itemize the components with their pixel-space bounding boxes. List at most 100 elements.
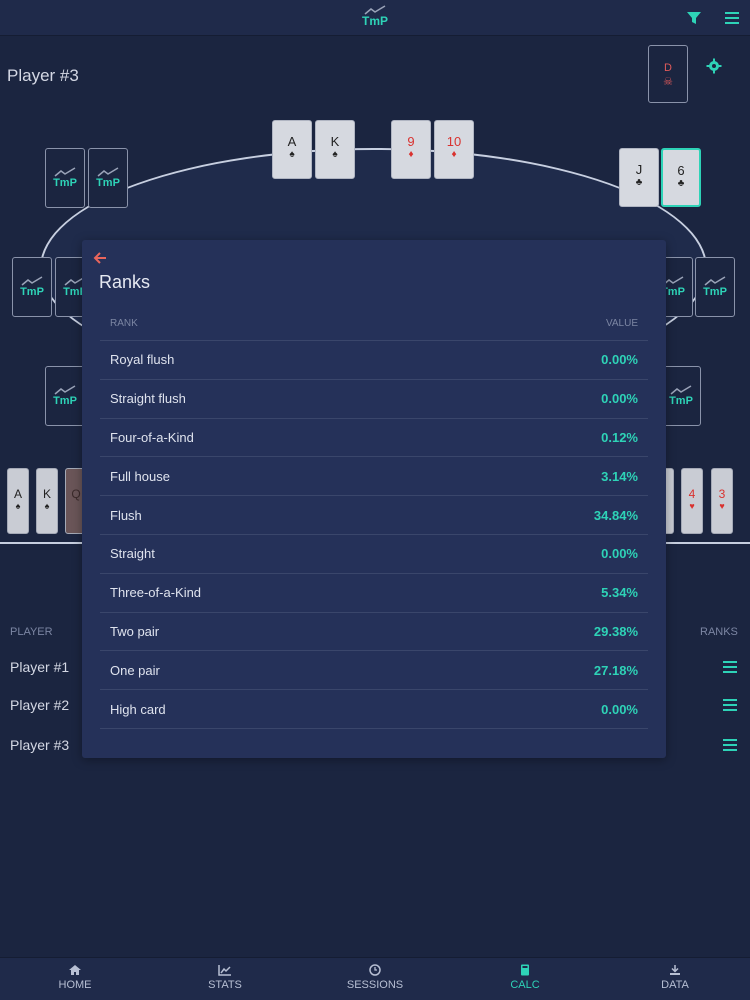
- chart-line-icon: [97, 167, 119, 177]
- card-rank: 6: [677, 163, 685, 178]
- list-icon[interactable]: [722, 698, 738, 712]
- chart-line-icon: [670, 385, 692, 395]
- card-suit: ♦: [451, 149, 457, 160]
- card-suit: ♣: [677, 178, 685, 189]
- chart-line-icon: [54, 385, 76, 395]
- app-logo[interactable]: TmP: [358, 5, 392, 31]
- nav-label: SESSIONS: [346, 979, 404, 991]
- card-rank: K: [330, 134, 340, 149]
- modal-title: Ranks: [99, 272, 151, 292]
- deck-card[interactable]: 4 ♥: [681, 468, 703, 534]
- table-row: Three-of-a-Kind 5.34%: [100, 574, 648, 613]
- nav-stats[interactable]: STATS: [150, 958, 300, 1000]
- deck-card[interactable]: 3 ♥: [711, 468, 733, 534]
- board-card-3[interactable]: 9 ♦: [391, 120, 431, 179]
- card-suit: ♣: [635, 177, 643, 188]
- rank-value: 3.14%: [601, 468, 638, 484]
- menu-icon[interactable]: [724, 10, 740, 26]
- rank-value: 0.00%: [601, 546, 638, 562]
- card-rank: A: [287, 134, 297, 149]
- table-row: Two pair 29.38%: [100, 613, 648, 652]
- card-suit: ♥: [689, 501, 695, 511]
- nav-label: HOME: [58, 979, 92, 991]
- nav-calc[interactable]: CALC: [450, 958, 600, 1000]
- nav-label: STATS: [208, 979, 242, 991]
- rank-column-header: RANK: [110, 318, 138, 329]
- rank-name: High card: [110, 701, 166, 717]
- hero-card-2[interactable]: 6 ♣: [661, 148, 701, 207]
- hero-card-1[interactable]: J ♣: [619, 148, 659, 207]
- rank-value: 34.84%: [593, 507, 638, 523]
- board-card-2[interactable]: K ♠: [315, 120, 355, 179]
- calculator-icon: [521, 964, 529, 976]
- dealer-label: D: [664, 62, 672, 74]
- rank-name: Three-of-a-Kind: [110, 585, 202, 601]
- card-suit: ♠: [44, 501, 50, 511]
- player-column-header: PLAYER: [10, 626, 53, 638]
- card-rank: 4: [688, 487, 696, 501]
- card-rank: 9: [407, 134, 415, 149]
- seat-label: TmP: [669, 395, 693, 407]
- nav-label: CALC: [510, 979, 540, 991]
- table-row: Straight 0.00%: [100, 535, 648, 574]
- gear-icon[interactable]: [706, 58, 722, 74]
- card-rank: A: [13, 487, 22, 501]
- logo-chart-icon: [364, 5, 386, 15]
- board-card-1[interactable]: A ♠: [272, 120, 312, 179]
- card-rank: Q: [71, 487, 81, 501]
- table-row: Full house 3.14%: [100, 457, 648, 497]
- logo-text: TmP: [361, 14, 388, 28]
- dealer-button[interactable]: D ☠: [648, 45, 688, 103]
- seat-card-back[interactable]: TmP: [12, 257, 52, 317]
- table-header: RANK VALUE: [100, 318, 648, 341]
- rank-name: Straight: [110, 546, 155, 562]
- table-row: Flush 34.84%: [100, 496, 648, 535]
- rank-value: 0.00%: [601, 701, 638, 717]
- ranks-column-header: RANKS: [700, 626, 738, 638]
- seat-card-back[interactable]: TmP: [695, 257, 735, 317]
- ranks-modal: Ranks RANK VALUE Royal flush 0.00% Strai…: [82, 240, 666, 758]
- card-suit: ♦: [408, 149, 414, 160]
- seat-label: TmP: [63, 286, 87, 298]
- card-rank: K: [42, 487, 51, 501]
- nav-label: DATA: [661, 979, 689, 991]
- rank-value: 0.12%: [601, 429, 638, 445]
- chart-line-icon: [21, 276, 43, 286]
- deck-card[interactable]: K ♠: [36, 468, 58, 534]
- table-row: Royal flush 0.00%: [100, 341, 648, 380]
- rank-name: Two pair: [110, 623, 160, 639]
- list-icon[interactable]: [722, 738, 738, 752]
- rank-name: Full house: [110, 468, 170, 484]
- filter-icon[interactable]: [686, 10, 702, 26]
- seat-label: TmP: [53, 395, 77, 407]
- deck-card[interactable]: A ♠: [7, 468, 29, 534]
- list-icon[interactable]: [722, 660, 738, 674]
- rank-value: 29.38%: [593, 623, 638, 639]
- seat-label: TmP: [53, 177, 77, 189]
- seat-card-back[interactable]: TmP: [88, 148, 128, 208]
- table-row: Four-of-a-Kind 0.12%: [100, 419, 648, 458]
- seat-label: TmP: [96, 177, 120, 189]
- back-arrow-icon[interactable]: [92, 250, 108, 266]
- board-card-4[interactable]: 10 ♦: [434, 120, 474, 179]
- rank-value: 27.18%: [593, 662, 638, 678]
- seat-card-back[interactable]: TmP: [45, 148, 85, 208]
- nav-data[interactable]: DATA: [600, 958, 750, 1000]
- player-row-label: Player #3: [10, 737, 70, 753]
- nav-sessions[interactable]: SESSIONS: [300, 958, 450, 1000]
- value-column-header: VALUE: [605, 318, 638, 329]
- seat-card-back[interactable]: TmP: [45, 366, 85, 426]
- card-rank: 10: [446, 134, 462, 149]
- download-icon: [670, 965, 680, 975]
- rank-name: Flush: [110, 507, 142, 523]
- skull-icon: ☠: [663, 76, 673, 88]
- card-suit: ♠: [289, 149, 295, 160]
- rank-value: 5.34%: [601, 585, 638, 601]
- player-row-label: Player #2: [10, 697, 70, 713]
- seat-card-back[interactable]: TmP: [661, 366, 701, 426]
- rank-value: 0.00%: [601, 352, 638, 368]
- nav-home[interactable]: HOME: [0, 958, 150, 1000]
- clock-icon: [369, 964, 381, 976]
- home-icon: [69, 965, 81, 975]
- card-suit: ♠: [332, 149, 338, 160]
